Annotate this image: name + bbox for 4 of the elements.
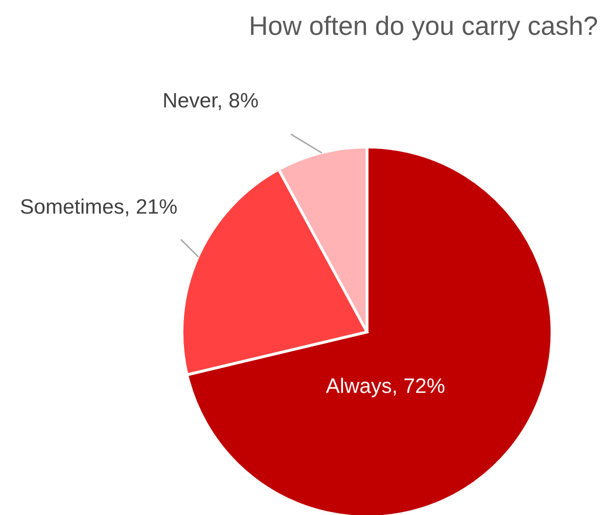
slice-label: Always, 72% xyxy=(326,378,444,398)
slice-label: Sometimes, 21% xyxy=(20,198,177,216)
chart-title: How often do you carry cash? xyxy=(251,16,598,40)
slice-label: Never, 8% xyxy=(164,92,258,110)
